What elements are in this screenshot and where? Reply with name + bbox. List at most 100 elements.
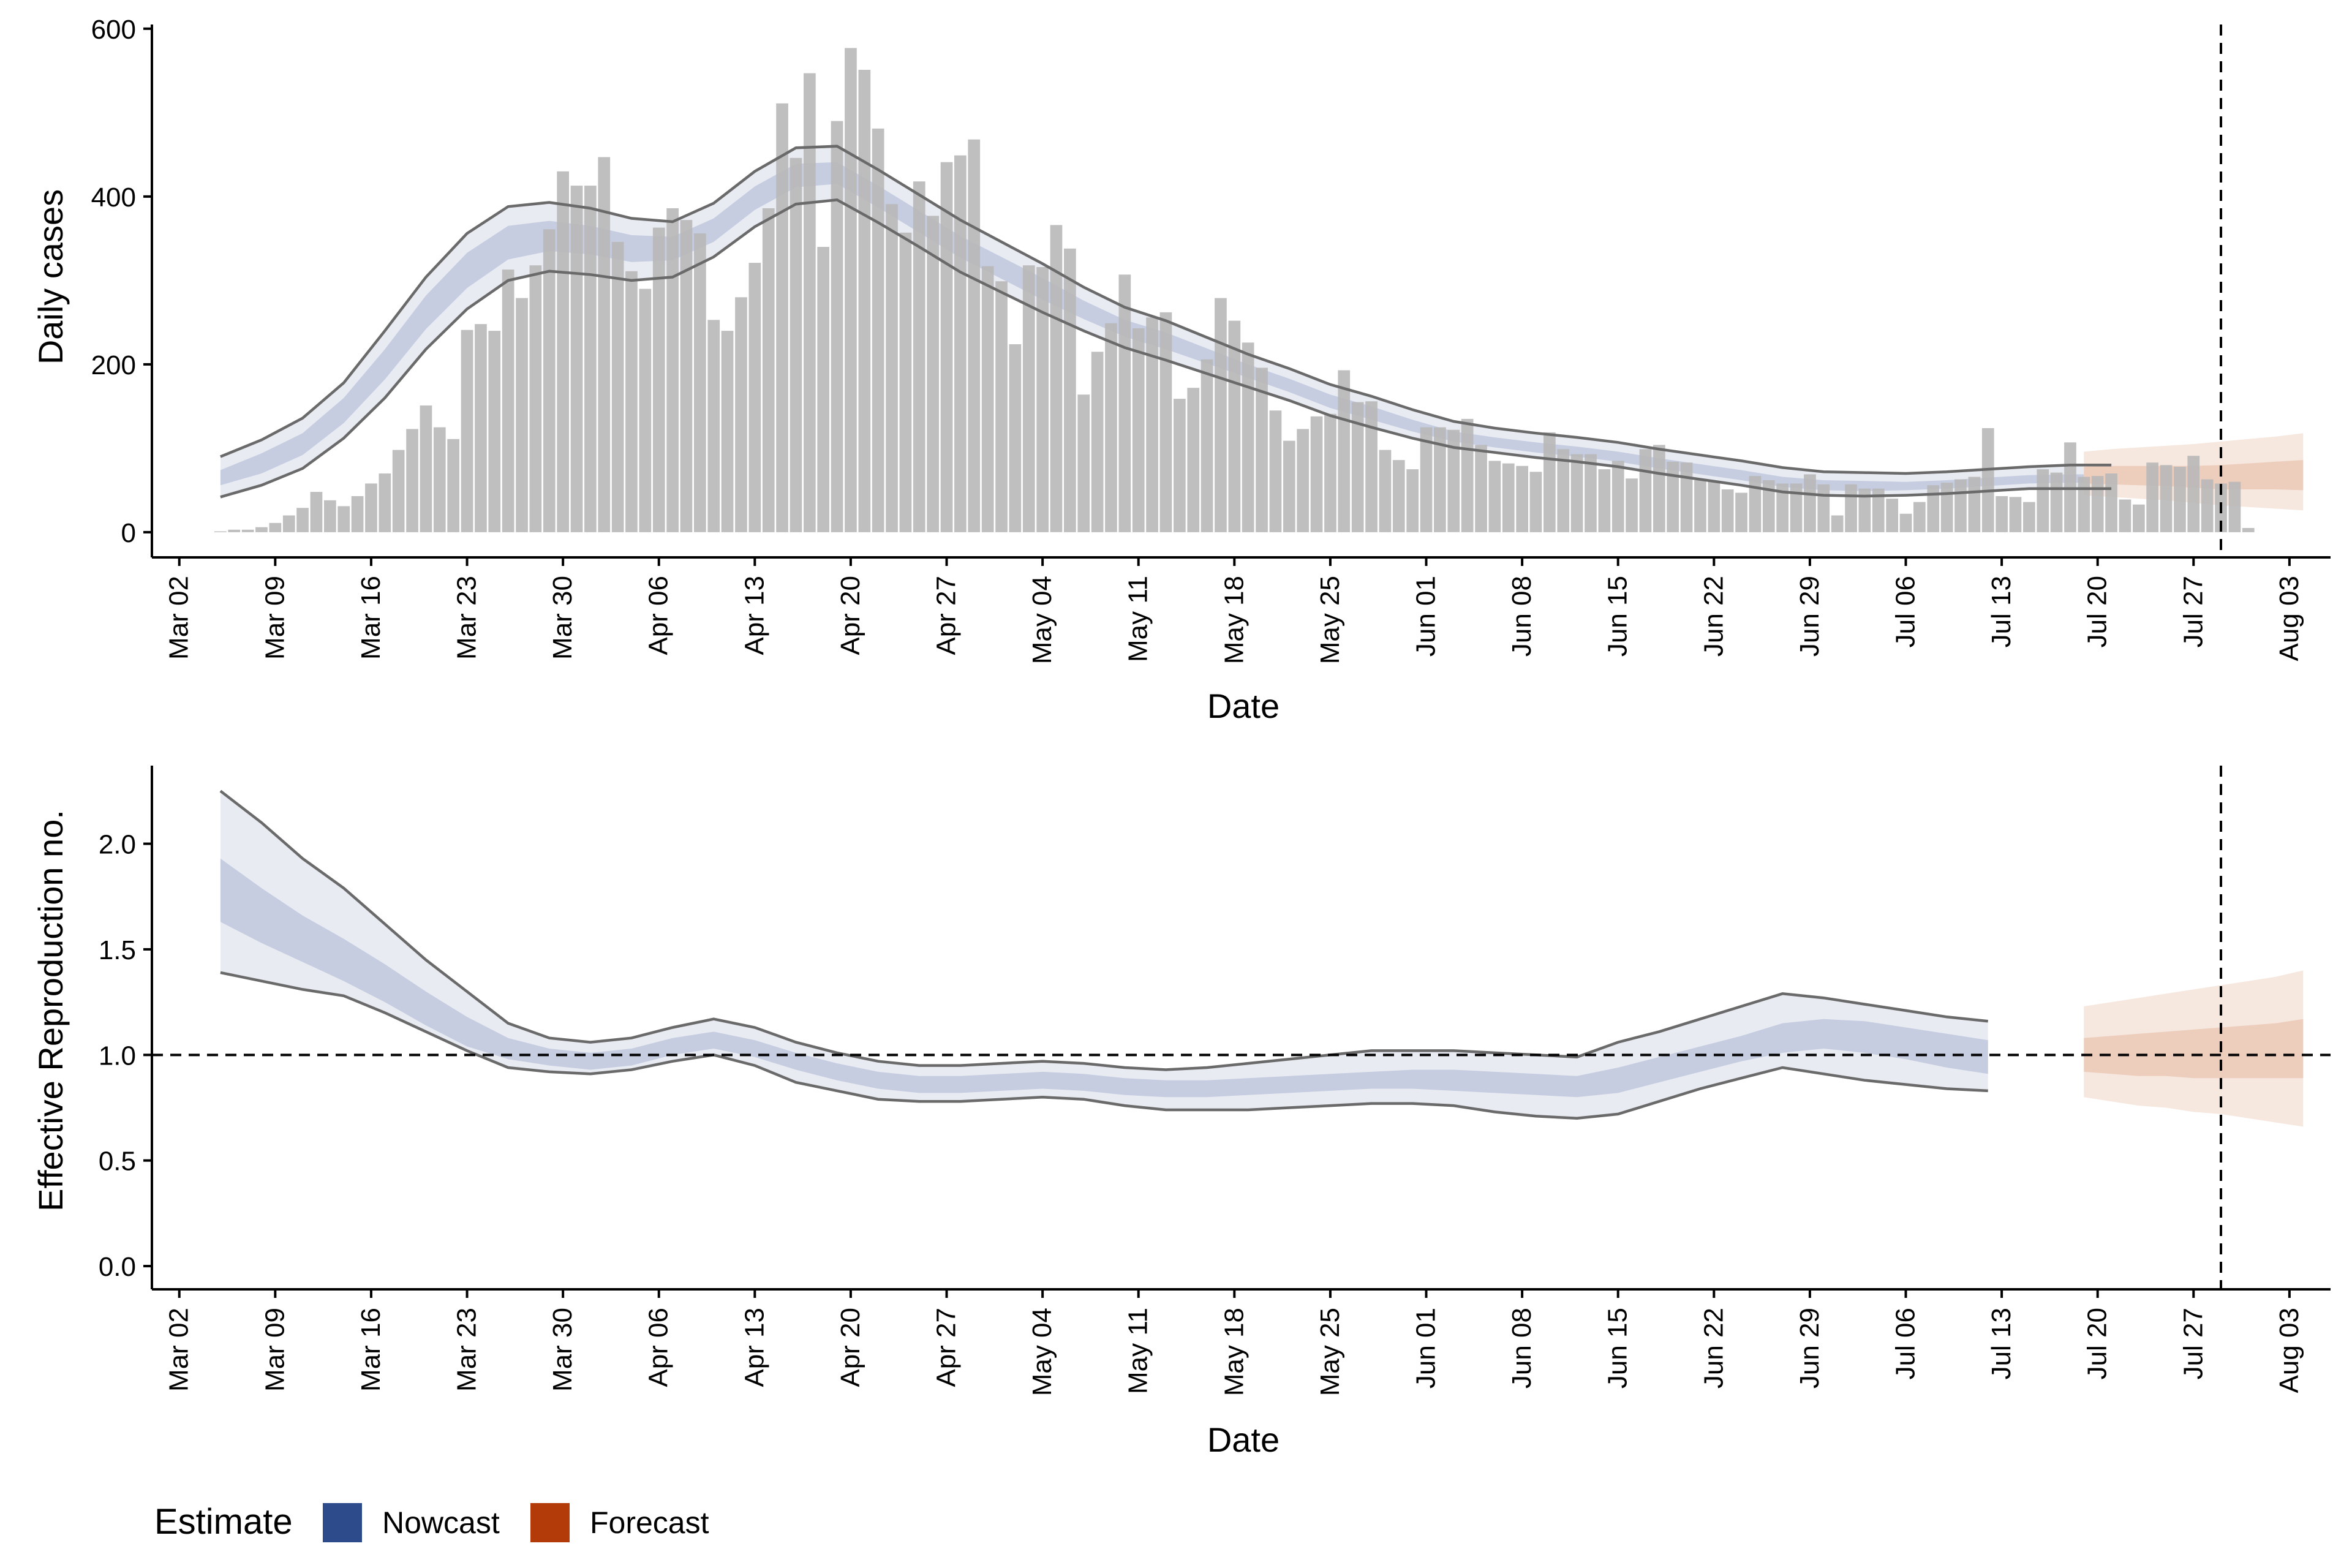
- daily-cases-bar: [968, 139, 981, 532]
- daily-cases-bar: [1064, 248, 1076, 532]
- daily-cases-bar: [776, 103, 788, 532]
- daily-cases-bar: [379, 473, 391, 532]
- daily-cases-bar: [804, 73, 816, 532]
- daily-cases-bar: [269, 522, 282, 532]
- daily-cases-bar: [1461, 418, 1474, 532]
- legend-label-nowcast: Nowcast: [382, 1506, 500, 1540]
- daily-cases-bar: [1940, 483, 1953, 532]
- daily-cases-bar: [1132, 328, 1145, 532]
- daily-cases-x-tick-label: Mar 30: [548, 576, 578, 660]
- daily-cases-x-tick-label: Apr 13: [739, 576, 769, 655]
- daily-cases-bar: [790, 157, 802, 532]
- daily-cases-x-tick-label: Apr 27: [932, 576, 962, 655]
- reproduction-number-x-tick-label: Apr 27: [932, 1308, 962, 1387]
- daily-cases-bar: [2078, 477, 2090, 532]
- daily-cases-bar: [296, 508, 309, 532]
- daily-cases-bar: [1804, 474, 1816, 532]
- daily-cases-bar: [1927, 485, 1940, 532]
- reproduction-number-y-tick-label: 0.0: [99, 1252, 136, 1282]
- daily-cases-bar: [282, 515, 295, 532]
- daily-cases-bar: [1721, 489, 1734, 532]
- daily-cases-bar: [488, 331, 501, 532]
- daily-cases-bar: [1817, 484, 1830, 532]
- daily-cases-bar: [1735, 492, 1747, 532]
- daily-cases-bar: [241, 529, 254, 532]
- daily-cases-bar: [1159, 312, 1172, 532]
- daily-cases-x-tick-label: Jun 29: [1795, 576, 1825, 657]
- reproduction-number-y-tick-label: 1.0: [99, 1041, 136, 1071]
- daily-cases-x-tick-label: Mar 23: [452, 576, 482, 660]
- daily-cases-bar: [927, 216, 939, 532]
- daily-cases-x-tick-label: Apr 06: [644, 576, 674, 655]
- daily-cases-bar: [899, 232, 912, 532]
- legend: Estimate Nowcast Forecast: [154, 1502, 709, 1542]
- daily-cases-bar: [1626, 478, 1638, 532]
- daily-cases-bar: [2146, 462, 2158, 532]
- reproduction-number-axes: 0.0 0.5 1.0 1.5 2.0 Mar 02 Mar 09 Mar 16 Mar 23 M…: [99, 766, 2331, 1396]
- daily-cases-bar: [310, 492, 323, 532]
- daily-cases-bar: [1228, 320, 1241, 532]
- daily-cases-bar: [1544, 432, 1556, 532]
- daily-cases-bar: [2023, 502, 2035, 532]
- daily-cases-x-tick-label: Jul 20: [2082, 576, 2113, 647]
- daily-cases-x-tick-label: Jun 15: [1603, 576, 1633, 657]
- daily-cases-bar: [584, 186, 597, 532]
- daily-cases-bar: [1899, 513, 1912, 532]
- daily-cases-bar: [652, 227, 665, 532]
- daily-cases-x-tick-label: Jun 22: [1698, 576, 1728, 657]
- daily-cases-bar: [1447, 429, 1460, 532]
- daily-cases-bar: [1351, 402, 1364, 532]
- daily-cases-bar: [1708, 481, 1721, 532]
- daily-cases-nowcast-lower-bound-line: [220, 198, 2112, 499]
- daily-cases-bar: [611, 241, 624, 532]
- daily-cases-bar: [1174, 399, 1186, 532]
- reproduction-number-y-tick-label: 0.5: [99, 1147, 136, 1177]
- daily-cases-bar: [1242, 342, 1254, 532]
- daily-cases-bar: [2037, 469, 2049, 532]
- daily-cases-bar: [1529, 472, 1542, 532]
- daily-cases-bar: [625, 271, 638, 532]
- daily-cases-bar: [351, 496, 364, 532]
- daily-cases-bar: [1091, 352, 1104, 532]
- daily-cases-bar: [1475, 445, 1487, 532]
- daily-cases-bar: [529, 265, 542, 532]
- reproduction-number-x-tick-label: Aug 03: [2274, 1308, 2304, 1393]
- daily-cases-bar: [735, 297, 747, 532]
- daily-cases-bar: [1831, 515, 1844, 532]
- daily-cases-bar: [516, 298, 528, 532]
- daily-cases-bar: [1187, 388, 1200, 532]
- daily-cases-bar: [858, 70, 871, 532]
- daily-cases-bar: [1420, 427, 1433, 532]
- daily-cases-bar: [502, 270, 514, 532]
- reproduction-number-x-tick-label: Jun 15: [1603, 1308, 1633, 1389]
- reproduction-number-x-tick-label: Mar 16: [356, 1308, 386, 1392]
- daily-cases-bar: [2160, 465, 2173, 532]
- reproduction-number-x-tick-label: Jun 29: [1795, 1308, 1825, 1389]
- daily-cases-bar: [1297, 429, 1309, 532]
- daily-cases-bar: [1050, 225, 1063, 532]
- daily-cases-axes: 0 200 400 600 Mar 02 Mar 09 Mar 16 Mar 23 Mar 30…: [91, 15, 2331, 664]
- reproduction-number-x-tick-label: Jul 20: [2082, 1308, 2113, 1379]
- daily-cases-bar: [1762, 480, 1775, 532]
- daily-cases-bar: [2119, 499, 2132, 532]
- daily-cases-bar: [1598, 469, 1611, 532]
- daily-cases-bar: [1502, 463, 1515, 532]
- daily-cases-x-tick-label: Jun 08: [1507, 576, 1537, 657]
- daily-cases-bar: [1585, 454, 1597, 532]
- daily-cases-bar: [324, 500, 336, 532]
- daily-cases-bar: [831, 121, 843, 532]
- daily-cases-bar: [447, 439, 459, 532]
- daily-cases-bar: [392, 450, 405, 532]
- daily-cases-x-tick-label: May 11: [1123, 576, 1153, 662]
- daily-cases-bar: [1200, 359, 1213, 532]
- daily-cases-bar: [1077, 394, 1090, 532]
- reproduction-number-x-tick-label: Jun 08: [1507, 1308, 1537, 1389]
- legend-title: Estimate: [154, 1502, 293, 1542]
- reproduction-number-nowcast-band-50: [220, 858, 1988, 1098]
- daily-cases-bar: [543, 229, 556, 532]
- daily-cases-y-axis-title: Daily cases: [31, 189, 70, 364]
- reproduction-number-y-tick-label: 1.5: [99, 935, 136, 965]
- legend-swatch-forecast: [530, 1503, 570, 1542]
- daily-cases-bar: [639, 288, 652, 532]
